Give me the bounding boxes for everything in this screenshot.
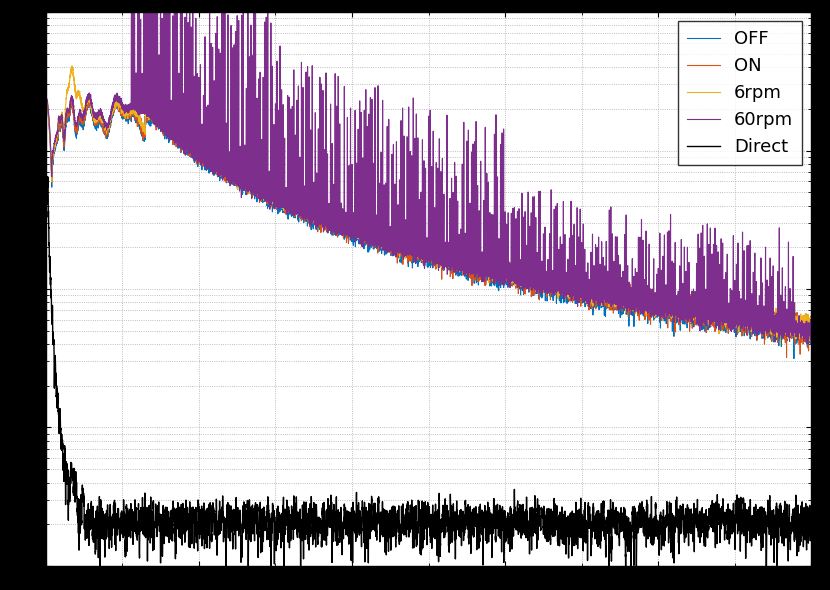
Direct [766,534,776,541]
Direct [761,586,771,590]
ON [83,94,93,101]
OFF [84,97,94,104]
60rpm [42,96,52,103]
60rpm [766,323,776,330]
ON [88,111,98,118]
OFF [416,248,426,255]
Line: 6rpm: 6rpm [47,66,812,344]
Legend: OFF, ON, 6rpm, 60rpm, Direct: OFF, ON, 6rpm, 60rpm, Direct [678,21,803,165]
60rpm [192,153,202,160]
Line: OFF: OFF [47,100,812,359]
OFF [807,324,817,331]
6rpm [42,96,52,103]
OFF [46,150,56,157]
OFF [88,114,98,121]
Direct [88,511,98,518]
OFF [42,99,52,106]
ON [807,337,817,344]
6rpm [766,316,776,323]
6rpm [74,89,84,96]
ON [46,146,56,153]
6rpm [416,251,426,258]
ON [782,354,792,361]
60rpm [46,142,56,149]
Direct [42,173,52,180]
ON [42,99,52,106]
6rpm [192,149,202,156]
ON [192,149,202,156]
Direct [192,527,202,535]
60rpm [74,111,84,118]
6rpm [807,324,817,332]
60rpm [88,106,98,113]
OFF [74,119,84,126]
ON [766,326,776,333]
60rpm [803,340,813,348]
6rpm [67,63,77,70]
6rpm [775,340,785,348]
Line: ON: ON [47,97,812,358]
60rpm [807,326,817,333]
6rpm [46,145,56,152]
60rpm [416,205,426,212]
OFF [788,355,798,362]
Direct [42,200,52,207]
Direct [74,540,84,548]
OFF [766,320,776,327]
Direct [416,511,426,518]
ON [416,250,426,257]
Line: Direct: Direct [47,176,812,590]
Direct [807,519,817,526]
Direct [46,275,56,282]
6rpm [88,110,98,117]
Line: 60rpm: 60rpm [47,0,812,344]
OFF [192,152,202,159]
ON [74,116,84,123]
